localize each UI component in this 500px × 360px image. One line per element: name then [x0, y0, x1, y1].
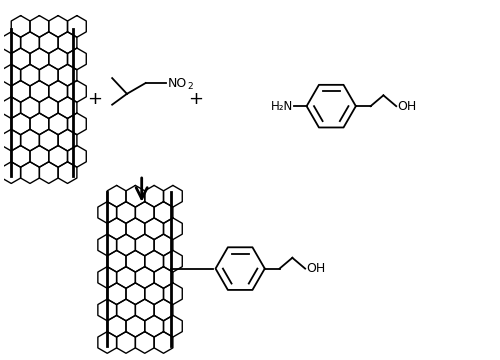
Text: OH: OH: [397, 100, 416, 113]
Text: NO: NO: [168, 77, 186, 90]
Text: +: +: [188, 90, 204, 108]
Text: 2: 2: [187, 82, 192, 91]
Text: H₂N: H₂N: [271, 100, 293, 113]
Text: +: +: [88, 90, 102, 108]
Text: OH: OH: [306, 262, 326, 275]
